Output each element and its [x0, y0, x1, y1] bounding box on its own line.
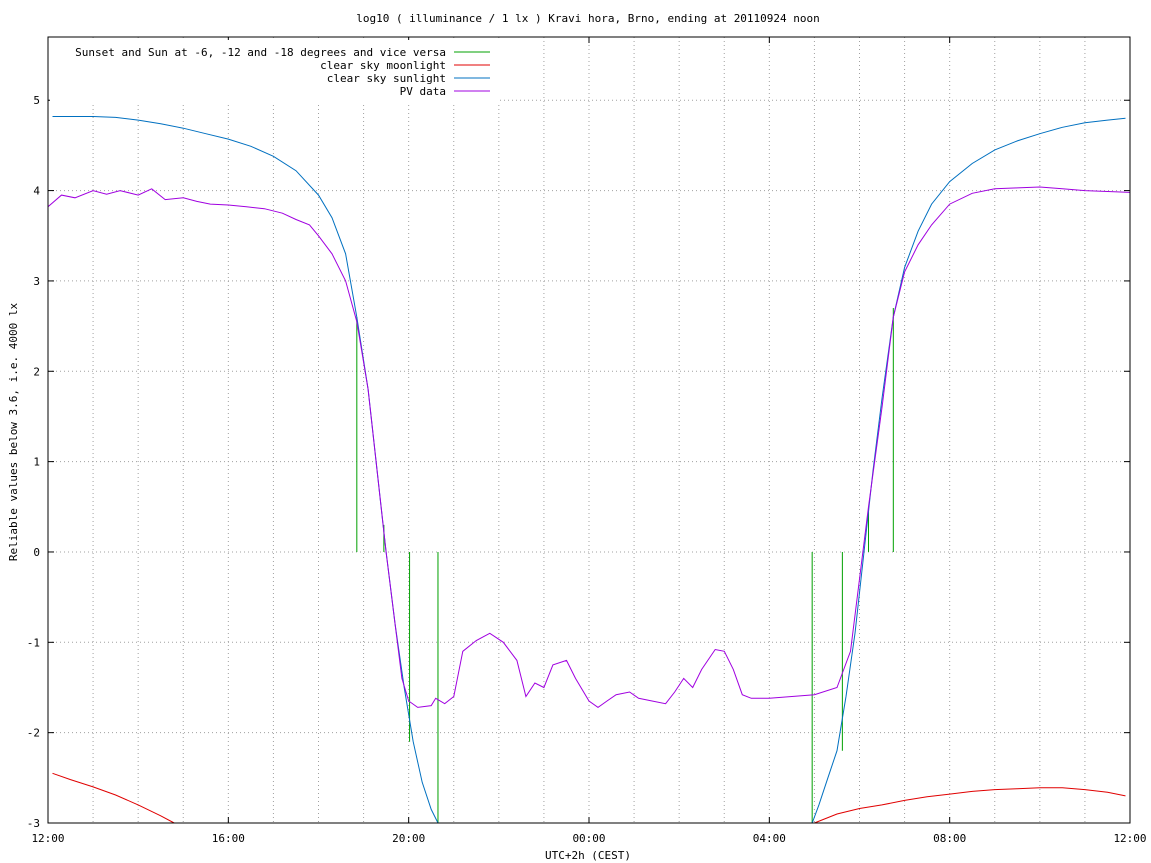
series-line: [47, 186, 1131, 709]
series-line: [52, 772, 1126, 824]
y-tick-label: 1: [33, 456, 40, 469]
y-tick-label: 5: [33, 94, 40, 107]
y-tick-label: 2: [33, 365, 40, 378]
legend-label: PV data: [400, 85, 446, 98]
legend: Sunset and Sun at -6, -12 and -18 degree…: [50, 40, 500, 102]
legend-background: [50, 40, 500, 102]
x-tick-label: 08:00: [933, 832, 966, 845]
ticks: -3 -2 -1 0 1 2 3 4 5 12:00 16:00 20:00 00:00 04:00 08:…: [27, 37, 1147, 845]
legend-label: clear sky moonlight: [320, 59, 446, 72]
series-1: [52, 772, 1126, 824]
plot-frame: [47, 36, 1131, 824]
chart-title: log10 ( illuminance / 1 lx ) Kravi hora,…: [356, 12, 820, 25]
x-tick-label: 04:00: [753, 832, 786, 845]
grid: [48, 37, 1130, 823]
x-tick-label: 00:00: [572, 832, 605, 845]
x-axis-label: UTC+2h (CEST): [545, 849, 631, 862]
series-line: [52, 116, 1126, 824]
series-3: [47, 186, 1131, 709]
series-0: [356, 308, 894, 823]
x-tick-label: 12:00: [31, 832, 64, 845]
x-tick-label: 16:00: [212, 832, 245, 845]
y-axis-label: Reliable values below 3.6, i.e. 4000 lx: [7, 302, 20, 561]
y-tick-label: -2: [27, 727, 40, 740]
series-2: [52, 116, 1126, 824]
y-tick-label: 3: [33, 275, 40, 288]
y-tick-label: -1: [27, 636, 40, 649]
y-tick-label: 4: [33, 185, 40, 198]
y-tick-label: -3: [27, 817, 40, 830]
legend-label: clear sky sunlight: [327, 72, 446, 85]
x-tick-label: 12:00: [1113, 832, 1146, 845]
x-tick-label: 20:00: [392, 832, 425, 845]
y-tick-label: 0: [33, 546, 40, 559]
legend-label: Sunset and Sun at -6, -12 and -18 degree…: [75, 46, 446, 59]
series-layer: [47, 116, 1131, 824]
